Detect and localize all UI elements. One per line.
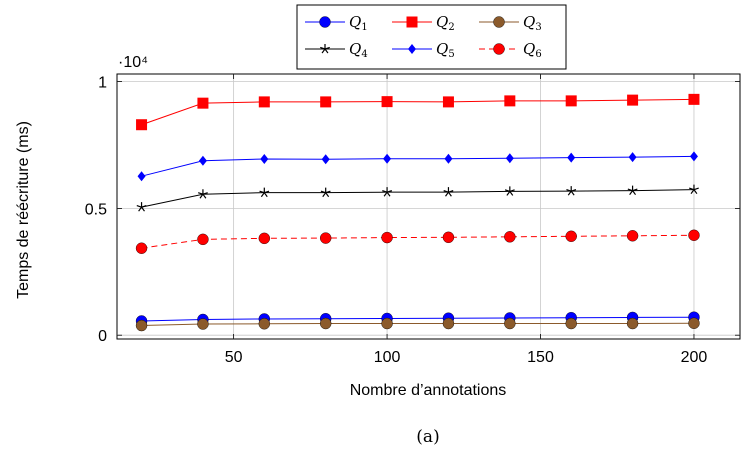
data-point-q3 (626, 317, 639, 330)
data-point-q5 (383, 153, 392, 164)
data-point-q5 (260, 153, 269, 164)
legend-marker-q5 (408, 44, 416, 54)
data-point-q6 (381, 231, 393, 244)
ticks: 50 100 150 200 0 0.5 1 (85, 74, 740, 366)
data-point-q4 (197, 189, 208, 199)
data-point-q3 (381, 317, 393, 330)
series-q4 (136, 184, 699, 212)
y-tick-label: 0 (98, 328, 107, 345)
x-axis-label: Nombre d’annotations (350, 382, 507, 399)
data-point-q2 (504, 95, 516, 107)
data-point-q5 (321, 154, 330, 165)
data-point-q4 (504, 186, 515, 196)
data-point-q2 (320, 96, 332, 108)
x-tick-label: 200 (681, 349, 708, 366)
data-point-q4 (320, 187, 331, 198)
data-point-q6 (135, 242, 148, 254)
data-point-q6 (319, 232, 332, 244)
series-q6 (135, 229, 700, 254)
legend-marker-q4 (320, 44, 330, 54)
data-point-q2 (565, 95, 577, 107)
data-point-q3 (565, 317, 577, 330)
y-axis-label: Temps de réécriture (ms) (15, 121, 32, 299)
data-point-q3 (135, 319, 148, 332)
legend-marker-q3 (493, 16, 505, 28)
series-q5 (137, 151, 698, 182)
legend-item-q5: Q5 (392, 40, 455, 60)
legend-box (296, 4, 567, 70)
data-point-q4 (382, 187, 393, 197)
data-point-q3 (258, 318, 271, 330)
data-point-q6 (565, 230, 577, 242)
data-point-q6 (626, 230, 639, 242)
series-line-q5 (141, 155, 694, 177)
x-tick-label: 150 (527, 349, 554, 366)
data-point-q5 (567, 152, 576, 163)
data-point-q6 (442, 231, 455, 244)
data-point-q5 (505, 153, 514, 164)
data-point-q4 (689, 184, 699, 195)
data-point-q5 (137, 171, 146, 182)
data-point-q4 (443, 187, 454, 197)
series-line-q2 (141, 98, 694, 126)
series-line-q6 (141, 234, 694, 249)
x-tick-label: 100 (374, 349, 401, 366)
data-point-q6 (504, 231, 516, 243)
data-point-q2 (688, 93, 700, 105)
data-point-q3 (319, 317, 332, 330)
data-point-q4 (136, 202, 147, 212)
plot-frame (116, 73, 741, 340)
series-layer (135, 93, 700, 332)
data-point-q6 (258, 232, 271, 245)
data-point-q2 (442, 96, 454, 108)
legend-marker-q2 (406, 16, 418, 28)
data-point-q4 (259, 187, 270, 198)
y-scale-label: ·10⁴ (118, 54, 148, 71)
grid (117, 74, 740, 339)
legend-marker-q1 (319, 16, 331, 28)
data-point-q6 (197, 233, 209, 246)
data-point-q4 (627, 185, 638, 196)
y-tick-label: 1 (98, 75, 107, 92)
data-point-q2 (381, 96, 393, 108)
data-point-q2 (136, 119, 148, 131)
data-point-q4 (566, 186, 577, 196)
series-q3 (135, 317, 700, 332)
series-q2 (136, 93, 700, 131)
caption: (a) (416, 427, 439, 447)
data-point-q2 (627, 94, 639, 106)
data-point-q6 (688, 229, 700, 241)
y-tick-label: 0.5 (85, 201, 107, 218)
data-point-q3 (504, 317, 516, 330)
data-point-q3 (442, 317, 455, 330)
series-line-q3 (141, 322, 694, 327)
data-point-q5 (628, 152, 637, 163)
data-point-q2 (197, 97, 209, 109)
data-point-q2 (258, 96, 270, 108)
series-line-q4 (141, 189, 694, 208)
data-point-q5 (689, 151, 698, 162)
data-point-q3 (197, 318, 209, 330)
data-point-q3 (688, 317, 700, 329)
data-point-q5 (444, 153, 453, 164)
series-line-q1 (141, 316, 694, 322)
data-point-q5 (198, 155, 207, 166)
x-tick-label: 50 (225, 349, 243, 366)
legend-marker-q6 (493, 43, 505, 55)
